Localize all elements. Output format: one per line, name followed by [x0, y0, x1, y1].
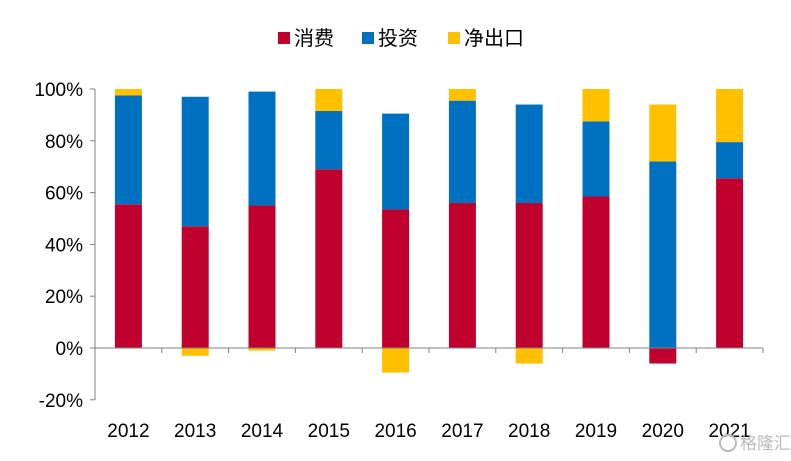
- bar-2019-series-0: [582, 196, 610, 348]
- bar-2018-series-1: [515, 104, 543, 203]
- bar-2013-series-0: [181, 226, 209, 348]
- watermark-text: 格隆汇: [740, 434, 791, 454]
- bar-2014-series-0: [248, 205, 276, 348]
- y-tick-label: 100%: [34, 80, 83, 101]
- bar-2012-series-0: [114, 204, 142, 348]
- x-tick-label: 2015: [308, 421, 350, 442]
- legend-swatch-1: [362, 32, 374, 44]
- x-tick-label: 2021: [708, 421, 750, 442]
- bar-2014-series-2: [248, 348, 276, 351]
- bar-2017-series-2: [448, 89, 476, 101]
- bar-2020-series-2: [649, 104, 677, 162]
- y-tick-label: 40%: [45, 235, 83, 256]
- bar-2021-series-0: [716, 178, 744, 348]
- bar-2021-series-1: [716, 142, 744, 179]
- x-tick-label: 2014: [241, 421, 284, 442]
- axes: -20% 0% 20% 40% 60% 80% 100% 2012 2013 2014 2015 20…: [34, 80, 764, 442]
- x-tick-label: 2018: [508, 421, 550, 442]
- bar-2015-series-2: [315, 89, 343, 112]
- y-tick-label: -20%: [39, 391, 83, 412]
- y-tick-label: 80%: [45, 132, 83, 153]
- bar-2020-series-1: [649, 161, 677, 348]
- bars: [114, 89, 744, 373]
- legend-label-1: 投资: [378, 26, 418, 50]
- legend-swatch-0: [278, 32, 290, 44]
- y-tick-label: 20%: [45, 287, 83, 308]
- watermark-logo-icon: [719, 434, 737, 452]
- bar-2015-series-1: [315, 111, 343, 170]
- bar-2017-series-0: [448, 202, 476, 348]
- x-tick-label: 2020: [642, 421, 684, 442]
- bar-2014-series-1: [248, 91, 276, 206]
- bar-2019-series-2: [582, 89, 610, 122]
- bar-2015-series-0: [315, 169, 343, 348]
- x-tick-label: 2019: [575, 421, 617, 442]
- legend-swatch-2: [448, 32, 460, 44]
- bar-2018-series-2: [515, 348, 543, 364]
- legend: 消费 投资 净出口: [278, 26, 524, 50]
- bar-2018-series-0: [515, 202, 543, 348]
- x-tick-label: 2017: [441, 421, 483, 442]
- bar-2021-series-2: [716, 89, 744, 143]
- y-tick-label: 0%: [56, 339, 84, 360]
- watermark: 格隆汇: [719, 434, 791, 454]
- legend-label-0: 消费: [294, 26, 334, 50]
- bar-2016-series-0: [382, 209, 410, 348]
- bar-2016-series-1: [382, 113, 410, 210]
- bar-2013-series-1: [181, 96, 209, 227]
- x-tick-label: 2012: [107, 421, 149, 442]
- legend-label-2: 净出口: [464, 26, 524, 50]
- y-tick-label: 60%: [45, 184, 83, 205]
- bar-2013-series-2: [181, 348, 209, 356]
- bar-2019-series-1: [582, 121, 610, 197]
- bar-2012-series-1: [114, 95, 142, 205]
- bar-2016-series-2: [382, 348, 410, 373]
- x-tick-label: 2016: [374, 421, 416, 442]
- bar-2020-series-0: [649, 348, 677, 364]
- bar-2017-series-1: [448, 100, 476, 203]
- x-tick-label: 2013: [174, 421, 216, 442]
- bar-2012-series-2: [114, 89, 142, 96]
